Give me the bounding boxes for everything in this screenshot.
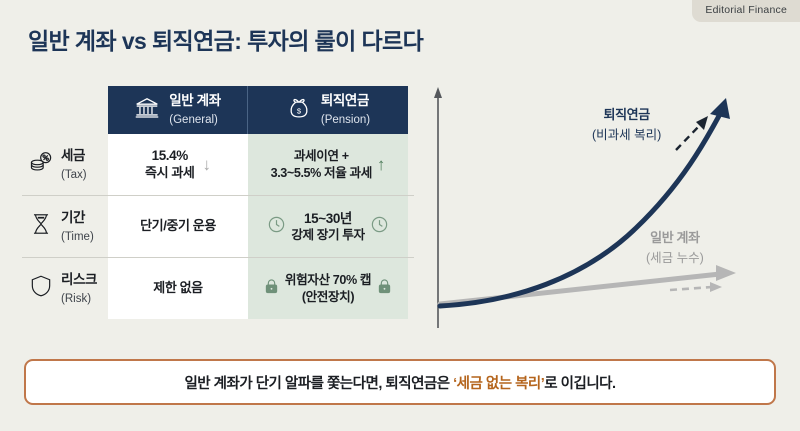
- content-stage: 일반 계좌 (General) $ 퇴직연금 (Pension): [0, 78, 800, 340]
- chart-series-general: [437, 265, 736, 307]
- table-row: 기간 (Time) 단기/중기 운용: [22, 195, 414, 257]
- chart-annotation-general-ko: 일반 계좌: [650, 230, 700, 245]
- cell-general-tax-line2: 즉시 과세: [145, 165, 195, 180]
- cell-pension-tax-line1: 과세이연 +: [293, 149, 349, 164]
- cell-pension-time: 15~30년 강제 장기 투자: [248, 196, 408, 257]
- editorial-badge: Editorial Finance: [692, 0, 800, 22]
- clock-icon: [267, 215, 286, 239]
- cell-pension-risk-line2: (안전장치): [301, 289, 355, 304]
- chart-y-axis: [434, 87, 442, 328]
- chart-annotation-general-en: (세금 누수): [646, 250, 704, 265]
- clock-icon: [370, 215, 389, 239]
- column-header-pension: $ 퇴직연금 (Pension): [248, 86, 408, 134]
- coins-percent-icon: [28, 149, 54, 180]
- row-label-time-ko: 기간: [61, 209, 86, 225]
- column-header-general-ko: 일반 계좌: [169, 92, 221, 108]
- growth-chart: 퇴직연금 (비과세 복리) 일반 계좌 (세금 누수): [424, 78, 784, 336]
- chart-annotation-general: 일반 계좌 (세금 누수): [646, 228, 704, 267]
- row-label-tax-en: (Tax): [61, 168, 87, 181]
- table-body: 세금 (Tax) 15.4% 즉시 과세 ↓ 과세이연 + 3.3~5.5% 저…: [22, 134, 414, 319]
- shield-icon: [28, 273, 54, 304]
- cell-general-tax-line1: 15.4%: [151, 148, 189, 164]
- chart-annotation-pension-en: (비과세 복리): [592, 127, 662, 142]
- cell-pension-time-line2: 강제 장기 투자: [291, 228, 365, 243]
- bank-icon: [134, 95, 160, 126]
- column-header-general-en: (General): [169, 114, 218, 126]
- row-label-tax: 세금 (Tax): [22, 134, 108, 195]
- row-label-time: 기간 (Time): [22, 196, 108, 257]
- table-row: 리스크 (Risk) 제한 없음: [22, 257, 414, 319]
- column-header-general: 일반 계좌 (General): [108, 86, 248, 134]
- cell-pension-tax-line2: 3.3~5.5% 저율 과세: [270, 165, 373, 180]
- lock-icon: [376, 278, 393, 300]
- money-bag-icon: $: [286, 95, 312, 126]
- summary-banner-text: 일반 계좌가 단기 알파를 쫓는다면, 퇴직연금은 ‘세금 없는 복리’로 이깁…: [184, 372, 616, 393]
- row-label-risk: 리스크 (Risk): [22, 258, 108, 319]
- row-label-risk-en: (Risk): [61, 292, 92, 305]
- svg-text:$: $: [297, 106, 302, 115]
- chart-annotation-pension-ko: 퇴직연금: [603, 107, 651, 122]
- page-title: 일반 계좌 vs 퇴직연금: 투자의 룰이 다르다: [28, 28, 424, 54]
- table-header-row: 일반 계좌 (General) $ 퇴직연금 (Pension): [22, 86, 414, 134]
- arrow-up-icon: ↑: [376, 155, 386, 174]
- editorial-badge-label: Editorial Finance: [705, 4, 787, 16]
- row-label-risk-ko: 리스크: [61, 271, 98, 287]
- comparison-table: 일반 계좌 (General) $ 퇴직연금 (Pension): [22, 86, 414, 319]
- lock-icon: [263, 278, 280, 300]
- arrow-down-icon: ↓: [202, 155, 211, 174]
- cell-pension-time-line1: 15~30년: [304, 210, 352, 226]
- hourglass-icon: [28, 211, 54, 242]
- column-header-pension-en: (Pension): [320, 114, 371, 126]
- cell-pension-risk: 위험자산 70% 캡 (안전장치): [248, 258, 408, 319]
- cell-general-time-line1: 단기/중기 운용: [140, 218, 216, 234]
- cell-general-risk: 제한 없음: [108, 258, 248, 319]
- summary-text-before: 일반 계좌가 단기 알파를 쫓는다면, 퇴직연금은: [184, 375, 454, 392]
- chart-annotation-pension: 퇴직연금 (비과세 복리): [592, 105, 661, 144]
- table-row: 세금 (Tax) 15.4% 즉시 과세 ↓ 과세이연 + 3.3~5.5% 저…: [22, 134, 414, 195]
- column-header-pension-ko: 퇴직연금: [320, 92, 369, 108]
- summary-banner: 일반 계좌가 단기 알파를 쫓는다면, 퇴직연금은 ‘세금 없는 복리’로 이깁…: [24, 359, 776, 405]
- cell-general-time: 단기/중기 운용: [108, 196, 248, 257]
- chart-series-pension: [437, 98, 730, 309]
- cell-pension-tax: 과세이연 + 3.3~5.5% 저율 과세 ↑: [248, 134, 408, 195]
- summary-text-after: 로 이깁니다.: [544, 375, 616, 392]
- cell-general-risk-line1: 제한 없음: [153, 280, 203, 296]
- row-label-time-en: (Time): [61, 230, 94, 243]
- summary-text-highlight: ‘세금 없는 복리’: [453, 375, 545, 392]
- cell-general-tax: 15.4% 즉시 과세 ↓: [108, 134, 248, 195]
- table-corner-cell: [22, 86, 108, 134]
- row-label-tax-ko: 세금: [61, 147, 86, 163]
- cell-pension-risk-line1: 위험자산 70% 캡: [284, 273, 372, 288]
